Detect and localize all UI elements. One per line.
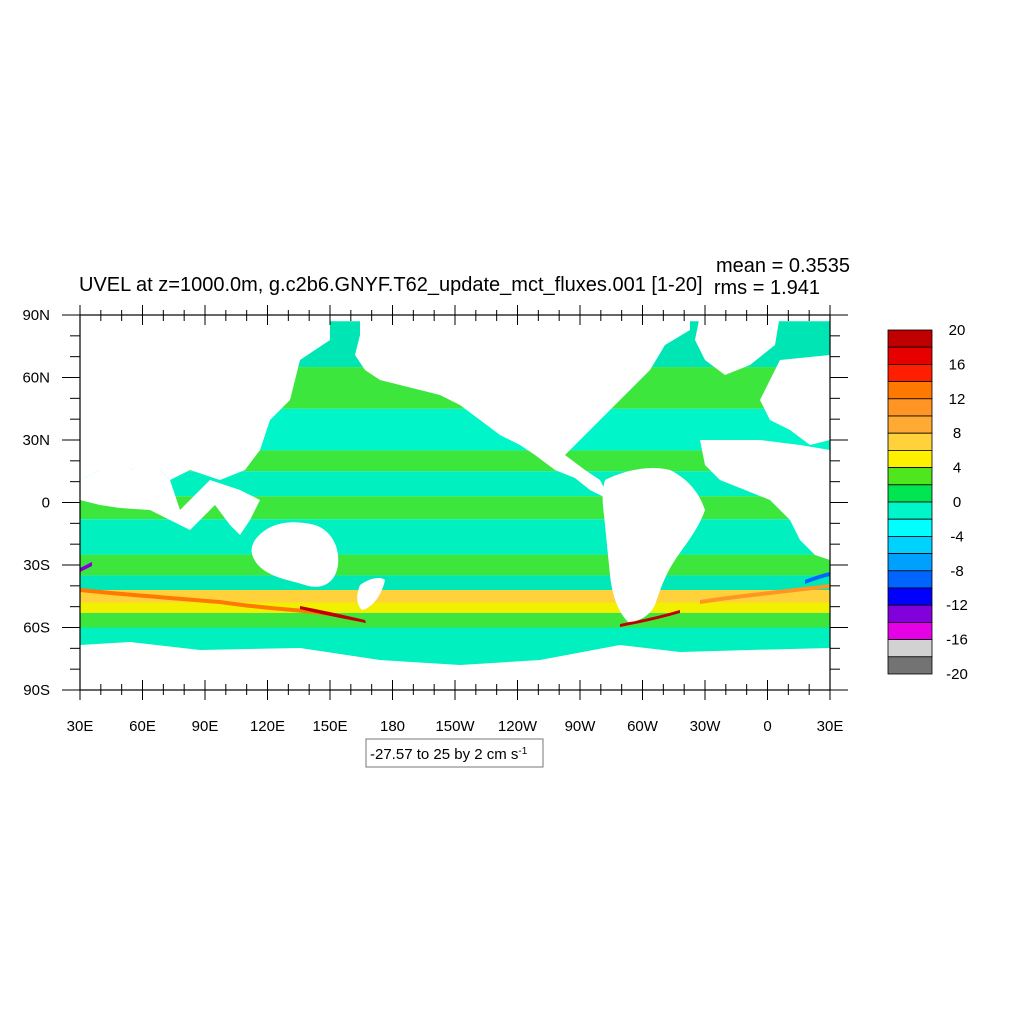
land-greenland [695, 315, 780, 375]
colorbar-label: 8 [953, 425, 961, 442]
axis-ticks [62, 305, 848, 700]
acc-jet-orange [80, 588, 330, 616]
colorbar-box [887, 363, 933, 382]
land-europe [760, 355, 830, 445]
east-boundary-blue [805, 572, 830, 584]
land-north-america [355, 315, 690, 500]
colorbar-box [887, 484, 933, 503]
contour-info-text: -27.57 to 25 by 2 cm s-1 [370, 746, 528, 764]
colorbar-box [887, 432, 933, 451]
acc-jet-red-drake [620, 610, 680, 627]
colorbar-label: 16 [949, 356, 966, 373]
land-south-asia [80, 460, 260, 535]
x-tick-labels: 30E 60E 90E 120E 150E 180 150W 120W 90W 60W 30W 0 30… [67, 718, 844, 735]
colorbar-box [887, 398, 933, 417]
y-tick-label: 30N [22, 432, 50, 449]
x-tick-label: 120W [498, 718, 538, 735]
y-tick-label: 90N [22, 307, 50, 324]
colorbar-box [887, 415, 933, 434]
colorbar-box [887, 570, 933, 589]
x-tick-label: 60W [627, 718, 659, 735]
y-tick-label: 60S [23, 620, 50, 637]
colorbar-box [887, 501, 933, 520]
colorbar-label: -4 [950, 528, 963, 545]
land-north-africa-east [80, 405, 170, 470]
colorbar-label: -16 [946, 632, 968, 649]
colorbar-label: 4 [953, 460, 961, 477]
land-antarctica [80, 642, 830, 690]
mean-stat: mean = 0.3535 [716, 255, 850, 277]
colorbar-box [887, 381, 933, 400]
x-tick-label: 30E [67, 718, 94, 735]
colorbar-label: -12 [946, 597, 968, 614]
x-tick-label: 90E [192, 718, 219, 735]
y-tick-labels: 90N 60N 30N 0 30S 60S 90S [22, 307, 50, 699]
colorbar-box [887, 656, 933, 675]
acc-jet-streaks [80, 562, 830, 627]
colorbar [887, 329, 933, 675]
acc-jet-red-pacific [300, 606, 366, 623]
contour-info-box [365, 738, 544, 768]
acc-jet-orange-atlantic [700, 584, 830, 604]
land-mask [80, 315, 830, 690]
colorbar-box [887, 346, 933, 365]
land-australia [251, 522, 339, 587]
y-tick-label: 60N [22, 370, 50, 387]
map-area [80, 315, 830, 690]
ocean-zone-3 [80, 450, 830, 472]
x-tick-label: 30E [817, 718, 844, 735]
ocean-zone-8 [80, 575, 830, 590]
colorbar-box [887, 604, 933, 623]
ocean-zone-10 [80, 602, 830, 613]
plot-title: UVEL at z=1000.0m, g.c2b6.GNYF.T62_updat… [79, 274, 703, 296]
colorbar-box [887, 329, 933, 348]
colorbar-label: 20 [949, 322, 966, 339]
ocean-zone-7 [80, 554, 830, 576]
x-tick-label: 150W [435, 718, 475, 735]
ocean-zone-11 [80, 612, 830, 628]
colorbar-label: 12 [949, 391, 966, 408]
colorbar-box [887, 518, 933, 537]
x-tick-label: 150E [312, 718, 347, 735]
west-boundary-purple [80, 562, 92, 572]
x-tick-label: 60E [129, 718, 156, 735]
colorbar-box [887, 536, 933, 555]
y-tick-label: 90S [23, 682, 50, 699]
colorbar-box [887, 467, 933, 486]
colorbar-box [887, 639, 933, 658]
colorbar-box [887, 553, 933, 572]
colorbar-box [887, 622, 933, 641]
y-tick-label: 0 [42, 495, 50, 512]
colorbar-label: 0 [953, 494, 961, 511]
y-tick-label: 30S [23, 557, 50, 574]
colorbar-label: -20 [946, 666, 968, 683]
land-arctic-islands [430, 315, 520, 340]
ocean-zone-6 [80, 519, 830, 555]
colorbar-labels: 20 16 12 8 4 0 -4 -8 -12 -16 -20 [946, 322, 968, 683]
colorbar-label: -8 [950, 563, 963, 580]
land-africa [700, 440, 830, 560]
rms-stat: rms = 1.941 [714, 277, 820, 299]
x-tick-label: 0 [763, 718, 771, 735]
land-south-america [602, 468, 705, 622]
x-tick-label: 180 [380, 718, 405, 735]
colorbar-box [887, 587, 933, 606]
x-tick-label: 90W [565, 718, 597, 735]
x-tick-label: 120E [250, 718, 285, 735]
x-tick-label: 30W [690, 718, 722, 735]
land-new-zealand [357, 577, 385, 610]
colorbar-box [887, 449, 933, 468]
